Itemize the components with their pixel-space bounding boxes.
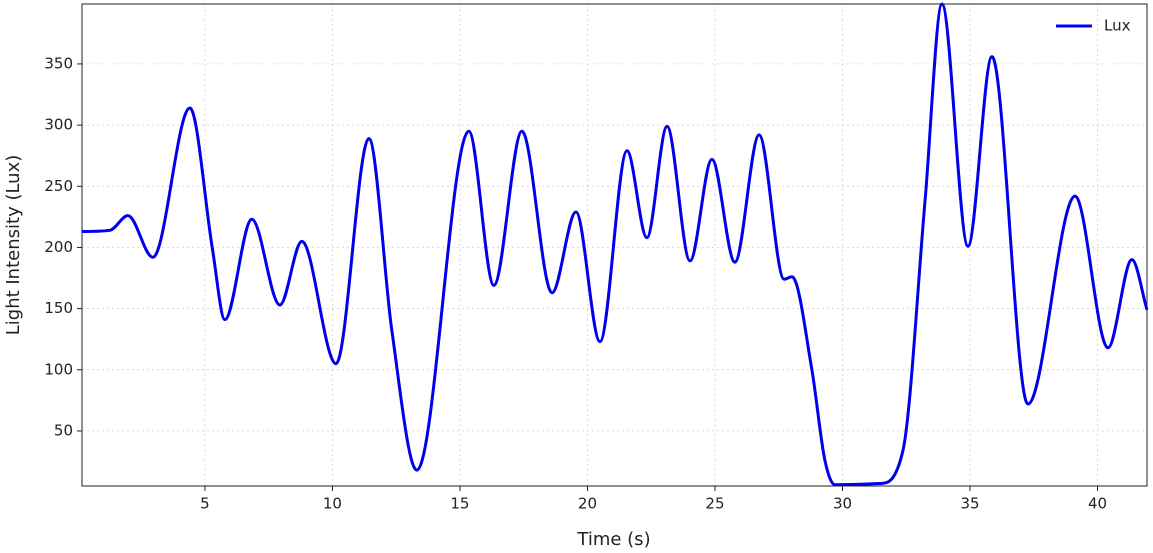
x-tick-label: 25 bbox=[705, 495, 724, 513]
x-axis-label: Time (s) bbox=[576, 529, 650, 550]
y-tick-label: 350 bbox=[44, 54, 73, 72]
y-tick-label: 150 bbox=[44, 299, 73, 317]
y-tick-label: 200 bbox=[44, 238, 73, 256]
x-tick-label: 30 bbox=[833, 495, 852, 513]
y-tick-label: 250 bbox=[44, 177, 73, 195]
x-tick-label: 15 bbox=[450, 495, 469, 513]
data-line bbox=[81, 2, 1149, 487]
x-tick-label: 20 bbox=[578, 495, 597, 513]
y-tick-label: 100 bbox=[44, 360, 73, 378]
x-tick-label: 35 bbox=[960, 495, 979, 513]
y-tick-label: 50 bbox=[54, 421, 73, 439]
y-tick-label: 300 bbox=[44, 116, 73, 134]
y-axis-label: Light Intensity (Lux) bbox=[3, 155, 24, 336]
plot-frame bbox=[81, 3, 1148, 487]
legend-label: Lux bbox=[1104, 17, 1131, 35]
x-tick-label: 5 bbox=[200, 495, 210, 513]
x-tick-label: 10 bbox=[323, 495, 342, 513]
x-tick-label: 40 bbox=[1088, 495, 1107, 513]
